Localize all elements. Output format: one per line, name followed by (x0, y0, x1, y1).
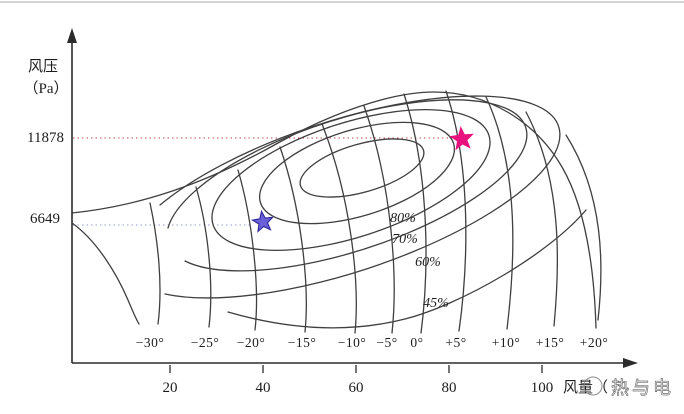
y-ref-value-6649: 6649 (30, 211, 60, 227)
blue-star-icon (250, 209, 275, 233)
contour-inner-1 (299, 138, 425, 198)
y-ref-value-11878: 11878 (27, 130, 64, 146)
x-axis-arrow-icon (623, 358, 638, 368)
x-tick-marks (169, 365, 543, 373)
contour-80pct (211, 109, 491, 251)
x-tick-label: 80 (442, 380, 457, 396)
efficiency-label-70: 70% (392, 232, 418, 247)
x-tick-labels: 20 40 60 80 100 (163, 380, 554, 396)
angle-label: −5° (376, 335, 397, 350)
angle-label: +15° (536, 335, 565, 350)
x-tick-label: 40 (256, 380, 271, 396)
curve-minus-5deg (363, 105, 395, 334)
angle-label: 0° (410, 335, 423, 350)
y-axis-title: 风压 (28, 58, 58, 75)
angle-label: −30° (136, 335, 165, 350)
curve-0deg (403, 93, 427, 334)
blade-angle-labels: −30° −25° −20° −15° −10° −5° 0° +5° +10°… (136, 335, 609, 350)
angle-label: +5° (445, 335, 466, 350)
curve-minus-30deg (149, 202, 161, 325)
angle-label: −10° (338, 335, 367, 350)
blade-angle-curves (149, 90, 602, 334)
contour-45pct-lower-branch (227, 209, 587, 329)
efficiency-labels: 80% 70% 60% 45% (390, 211, 449, 311)
contour-70pct (167, 99, 528, 272)
angle-label: −25° (191, 335, 220, 350)
curve-plus-20deg (565, 134, 602, 321)
contour-45pct-upper-envelope (71, 91, 597, 329)
x-axis-title: 风量（ (563, 379, 608, 396)
x-tick-label: 20 (163, 380, 178, 396)
contour-inner-2 (258, 121, 456, 225)
contour-45pct-left-tail (71, 222, 140, 325)
curve-minus-15deg (279, 146, 307, 333)
curve-plus-5deg (445, 90, 467, 332)
angle-label: −15° (288, 335, 317, 350)
angle-label: +10° (492, 335, 521, 350)
watermark-text: 热与电 (611, 378, 674, 398)
curve-minus-20deg (237, 169, 258, 331)
watermark-logo-icon (583, 376, 603, 396)
angle-label: −20° (237, 335, 266, 350)
x-tick-label: 100 (531, 380, 554, 396)
x-tick-label: 60 (349, 380, 364, 396)
efficiency-label-45: 45% (423, 296, 449, 311)
contour-60pct (159, 95, 561, 299)
efficiency-label-60: 60% (415, 255, 441, 270)
curve-plus-10deg (485, 96, 514, 330)
y-axis-arrow-icon (67, 28, 77, 43)
angle-label: +20° (580, 335, 609, 350)
blue-star-marker (250, 209, 275, 233)
efficiency-contours (71, 91, 597, 329)
curve-plus-15deg (525, 111, 559, 327)
y-axis-unit: （Pa） (23, 80, 68, 97)
pink-star-icon (449, 126, 474, 151)
curve-minus-25deg (195, 186, 212, 328)
efficiency-label-80: 80% (390, 211, 416, 226)
pink-star-marker (449, 126, 474, 151)
curve-minus-10deg (321, 123, 357, 334)
